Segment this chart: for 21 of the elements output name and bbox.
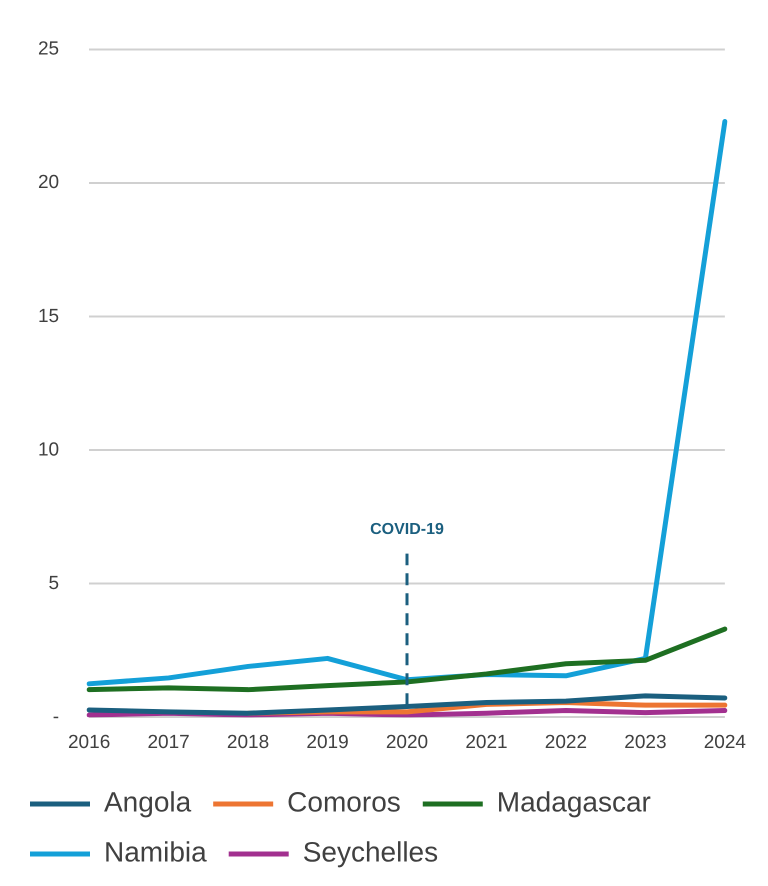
legend-label: Namibia <box>104 836 208 868</box>
y-tick-label: 20 <box>38 172 60 194</box>
x-tick-label: 2016 <box>68 732 110 753</box>
legend-label: Comoros <box>287 786 401 818</box>
legend-label: Angola <box>104 786 192 818</box>
x-tick-label: 2021 <box>465 732 508 753</box>
ref-line-label: COVID-19 <box>370 520 444 538</box>
x-tick-label: 2023 <box>624 732 667 753</box>
x-tick-label: 2018 <box>226 732 270 753</box>
y-tick-label: 5 <box>48 572 60 594</box>
y-tick-label: - <box>52 706 60 728</box>
y-tick-label: 15 <box>38 306 60 327</box>
legend-label: Madagascar <box>496 786 651 818</box>
legend-label: Seychelles <box>302 836 438 868</box>
y-tick-label: 10 <box>38 439 60 460</box>
x-tick-label: 2019 <box>306 732 349 753</box>
x-tick-label: 2017 <box>147 732 190 753</box>
x-tick-label: 2022 <box>544 732 588 753</box>
y-tick-label: 25 <box>38 38 60 60</box>
x-tick-label: 2024 <box>704 732 746 753</box>
x-tick-label: 2020 <box>386 732 428 753</box>
